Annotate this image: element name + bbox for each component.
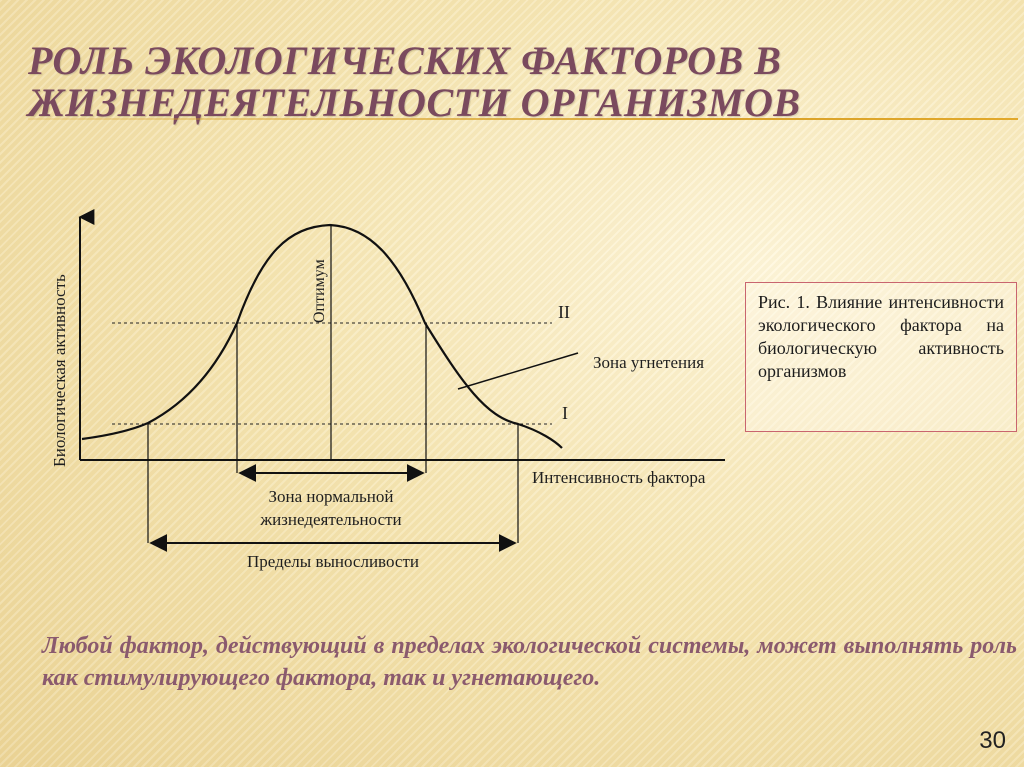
oppression-zone-label: Зона угнетения [593, 353, 704, 372]
x-axis-label: Интенсивность фактора [532, 468, 706, 487]
y-axis-label: Биологическая активность [50, 274, 69, 467]
title-underline [28, 118, 1018, 120]
oppression-zone-pointer [457, 352, 579, 390]
level-upper-label: II [558, 302, 570, 322]
figure-caption-box: Рис. 1. Влияние интенсивности экологичес… [745, 282, 1017, 432]
figure-caption-text: Рис. 1. Влияние интенсивности экологичес… [758, 292, 1004, 381]
normal-zone-label-line2: жизнедеятельности [259, 510, 401, 529]
optimum-label: Оптимум [311, 259, 328, 323]
normal-zone-label-line1: Зона нормальной [268, 487, 393, 506]
endurance-label: Пределы выносливости [247, 552, 419, 571]
tolerance-curve [81, 223, 563, 449]
slide-title: РОЛЬ ЭКОЛОГИЧЕСКИХ ФАКТОРОВ В ЖИЗНЕДЕЯТЕ… [28, 38, 801, 125]
slide-caption: Любой фактор, действующий в пределах эко… [42, 633, 1017, 691]
tolerance-curve-diagram: Биологическая активность Интенсивность ф… [50, 209, 725, 571]
page-number: 30 [979, 727, 1006, 754]
level-lower-label: I [562, 403, 568, 423]
